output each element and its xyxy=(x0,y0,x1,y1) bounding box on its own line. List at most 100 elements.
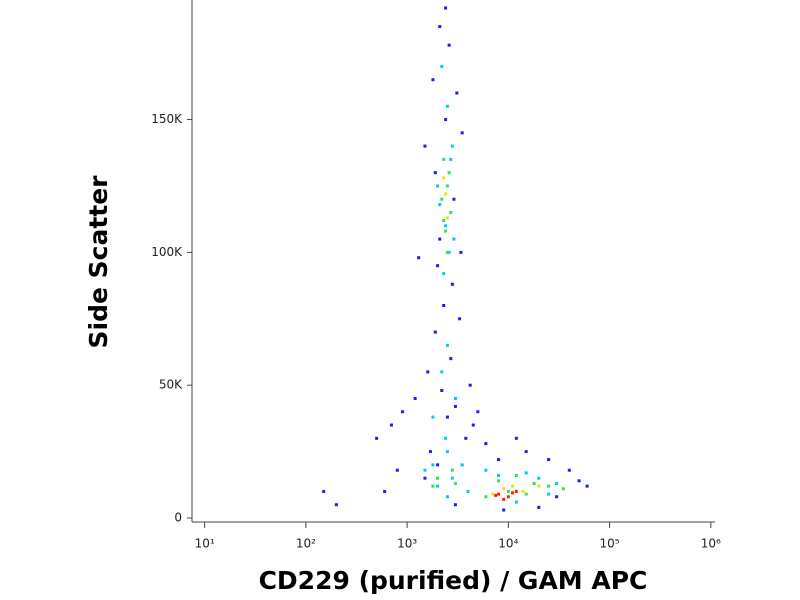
point xyxy=(438,237,442,241)
x-tick-label: 10³ xyxy=(397,537,417,551)
point xyxy=(464,436,468,440)
point xyxy=(442,176,446,180)
point xyxy=(577,479,581,483)
point xyxy=(450,144,454,148)
point xyxy=(322,489,326,493)
point xyxy=(447,250,451,254)
point xyxy=(497,492,501,496)
point xyxy=(514,436,518,440)
point xyxy=(484,495,488,499)
point xyxy=(431,484,435,488)
point xyxy=(502,487,506,491)
point xyxy=(555,495,559,499)
point xyxy=(514,489,518,493)
point xyxy=(334,503,338,507)
point xyxy=(449,157,453,161)
point xyxy=(453,404,457,408)
point xyxy=(514,500,518,504)
point xyxy=(458,317,462,321)
point xyxy=(444,192,448,196)
point xyxy=(445,184,449,188)
point xyxy=(537,476,541,480)
point xyxy=(459,250,463,254)
point xyxy=(436,463,440,467)
point xyxy=(436,264,440,268)
point xyxy=(438,203,442,207)
point xyxy=(537,505,541,509)
point xyxy=(438,25,442,29)
point xyxy=(444,436,448,440)
point xyxy=(426,370,430,374)
point xyxy=(521,489,525,493)
point xyxy=(524,492,528,496)
point xyxy=(436,484,440,488)
point xyxy=(449,211,453,215)
point xyxy=(445,250,449,254)
y-tick-label: 100K xyxy=(151,245,183,259)
point xyxy=(445,415,449,419)
point xyxy=(442,157,446,161)
point xyxy=(452,197,456,201)
point xyxy=(511,484,515,488)
point xyxy=(395,468,399,472)
point xyxy=(428,450,432,454)
point xyxy=(453,481,457,485)
point xyxy=(460,131,464,135)
point xyxy=(567,468,571,472)
point xyxy=(497,479,501,483)
point xyxy=(444,229,448,233)
point xyxy=(502,508,506,512)
point xyxy=(466,489,470,493)
point xyxy=(389,423,393,427)
point xyxy=(468,383,472,387)
point xyxy=(506,495,510,499)
y-tick-label: 0 xyxy=(174,511,182,525)
point xyxy=(491,492,495,496)
point xyxy=(532,481,536,485)
point xyxy=(445,104,449,108)
x-tick-label: 10² xyxy=(296,537,316,551)
point xyxy=(444,6,448,10)
point xyxy=(484,442,488,446)
point xyxy=(423,144,427,148)
point xyxy=(514,474,518,478)
point xyxy=(445,343,449,347)
point xyxy=(494,493,498,497)
point xyxy=(561,487,565,491)
point xyxy=(450,476,454,480)
point xyxy=(497,458,501,462)
point xyxy=(417,256,421,260)
point xyxy=(433,330,437,334)
point xyxy=(383,489,387,493)
point xyxy=(447,171,451,175)
point xyxy=(547,484,551,488)
point xyxy=(440,197,444,201)
point xyxy=(476,410,480,414)
point xyxy=(433,171,437,175)
x-tick-label: 10⁴ xyxy=(498,537,518,551)
x-tick-label: 10⁶ xyxy=(701,537,721,551)
point xyxy=(506,489,510,493)
point xyxy=(442,303,446,307)
x-axis-label: CD229 (purified) / GAM APC xyxy=(259,566,648,595)
point xyxy=(450,468,454,472)
point xyxy=(547,492,551,496)
point xyxy=(555,481,559,485)
y-tick-label: 150K xyxy=(151,112,183,126)
point xyxy=(442,218,446,222)
point xyxy=(460,463,464,467)
point xyxy=(511,491,515,495)
point xyxy=(431,78,435,82)
point xyxy=(413,396,417,400)
point xyxy=(449,357,453,361)
point xyxy=(445,450,449,454)
point xyxy=(444,118,448,122)
point xyxy=(423,476,427,480)
point xyxy=(440,370,444,374)
point xyxy=(400,410,404,414)
point xyxy=(444,224,448,228)
point xyxy=(436,184,440,188)
point xyxy=(447,43,451,47)
point xyxy=(436,476,440,480)
